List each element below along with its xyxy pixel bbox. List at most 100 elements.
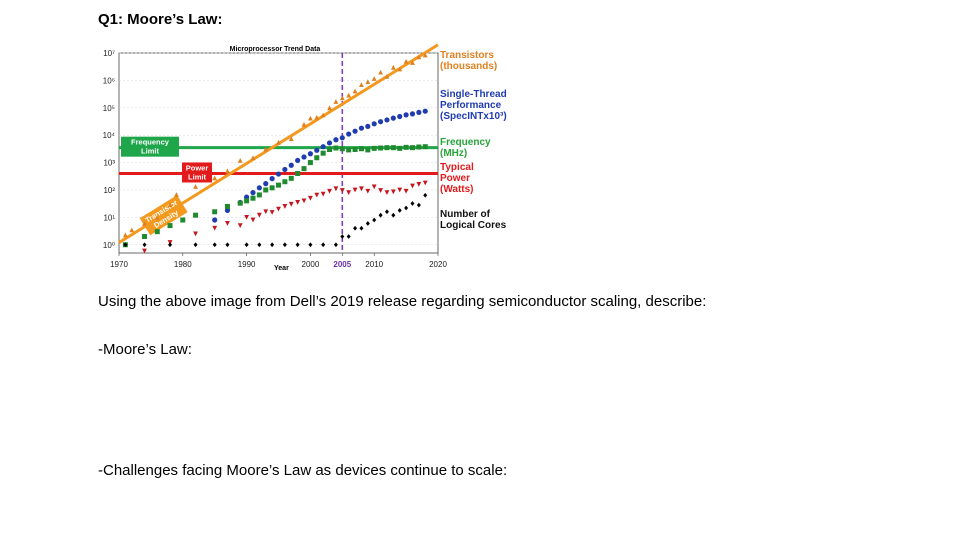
data-point [416,109,422,115]
data-point [263,187,269,193]
data-point [180,217,186,223]
data-point [333,145,339,151]
x-tick-label: 2005 [333,260,351,269]
data-point [320,191,326,197]
data-point [250,217,256,223]
data-point [256,185,262,191]
data-point [269,185,275,191]
reference-label-box [182,162,212,183]
data-point [244,198,250,204]
data-point [384,209,389,215]
legend-label: Single-Thread [440,89,507,100]
data-point [410,60,415,65]
data-point [352,147,358,153]
data-point [288,136,294,142]
data-point [167,202,173,208]
data-point [358,125,365,131]
x-axis-label: Year [274,265,289,272]
data-point [320,112,326,118]
data-point [167,223,173,229]
data-point [372,217,377,223]
legend-label: (Watts) [440,184,474,195]
data-point [314,155,320,161]
data-point [256,192,262,198]
data-point [244,242,249,248]
microprocessor-trend-chart: Microprocessor Trend Data 10⁰10¹10²10³10… [103,43,507,272]
data-point [358,146,364,152]
legend-label: (thousands) [440,61,497,72]
data-point [212,225,218,231]
data-point [422,108,428,114]
data-point [353,225,358,231]
data-point [142,234,148,240]
prompt-challenges: -Challenges facing Moore’s Law as device… [98,462,508,479]
series-group [122,52,428,238]
data-point [282,204,288,209]
data-point [390,189,396,195]
data-point [193,242,198,248]
data-point [301,166,307,172]
data-point [212,217,218,223]
data-point [346,147,352,153]
data-point [288,162,294,168]
data-point [346,92,352,98]
x-tick-label: 2010 [365,260,383,269]
data-point [416,54,422,60]
data-point [257,242,262,248]
data-point [339,95,345,101]
data-point [154,214,160,220]
y-tick-label: 10¹ [103,213,115,222]
data-point [378,69,383,75]
data-point [276,206,281,212]
y-tick-label: 10⁵ [103,104,115,113]
data-point [409,145,415,151]
data-point [295,200,301,205]
data-point [384,117,390,123]
data-point [403,58,409,64]
data-point [320,150,326,156]
data-point [390,115,396,121]
data-point [397,207,402,213]
data-point [270,242,275,248]
legend-label: Frequency [440,137,491,148]
data-point [225,168,230,174]
data-point [410,183,415,189]
reference-label: Frequency [131,138,170,147]
reference-label: Limit [141,147,159,156]
data-point [423,192,428,198]
legend-label: (MHz) [440,148,467,159]
data-point [352,128,358,134]
data-point [129,227,135,233]
data-point [333,242,338,248]
data-point [269,210,275,215]
data-point [371,184,377,190]
series-group [142,180,428,254]
data-point [224,203,230,209]
data-point [384,73,390,79]
data-point [276,139,281,145]
data-point [314,147,320,153]
data-point [321,242,326,248]
data-point [404,205,409,211]
legend-label: Typical [440,162,474,173]
data-point [384,190,390,196]
data-point [327,105,332,111]
data-point [123,242,128,248]
data-point [263,146,269,152]
prompt-moores-law: -Moore’s Law: [98,341,192,358]
data-point [263,209,269,215]
data-point [224,207,231,213]
data-point [416,144,422,150]
legend-label: Logical Cores [440,220,507,231]
data-point [282,242,287,248]
data-point [212,209,218,215]
series-legend: Transistors(thousands) Single-ThreadPerfo… [440,50,507,231]
data-point [339,135,345,141]
x-tick-label: 1970 [110,260,128,269]
data-point [346,131,352,137]
data-point [365,221,370,226]
data-point [250,155,256,161]
y-tick-label: 10³ [103,159,115,168]
data-point [352,88,358,94]
data-point [403,112,409,118]
